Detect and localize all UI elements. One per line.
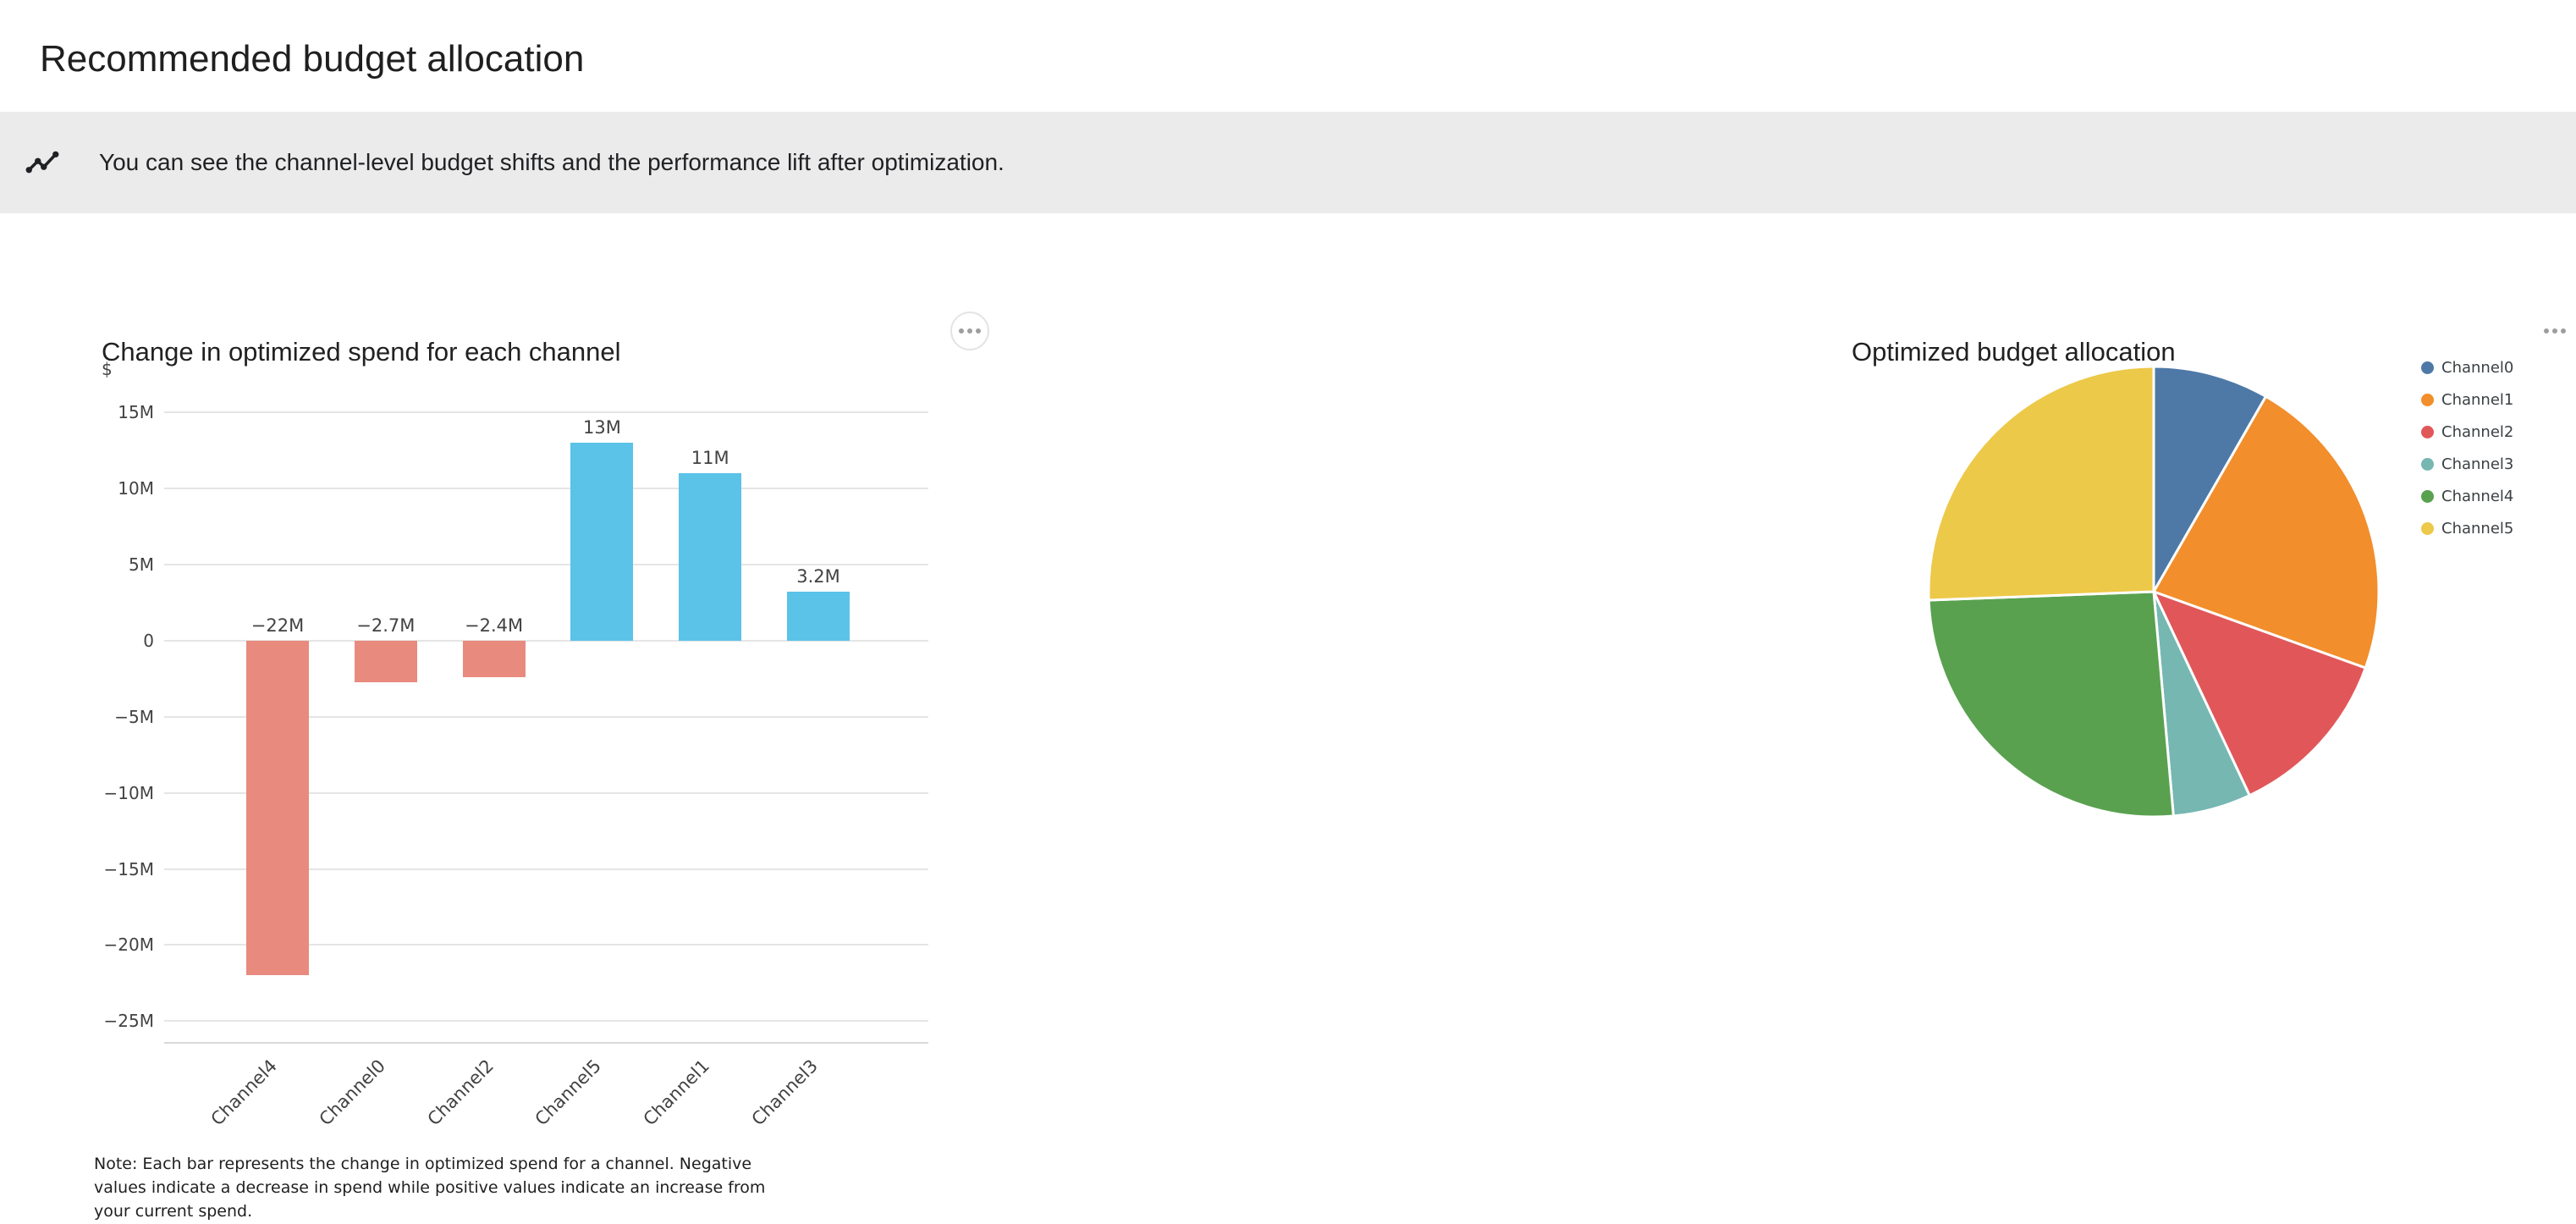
legend-swatch (2421, 490, 2434, 503)
pie-chart-title: Optimized budget allocation (1852, 336, 2176, 367)
legend-swatch (2421, 522, 2434, 535)
y-tick-label: −10M (103, 782, 154, 803)
pie-legend: Channel0 Channel1 Channel2 Channel3 Channel4… (2421, 359, 2513, 552)
pie-slice-channel5 (1927, 365, 2155, 602)
legend-label: Channel4 (2441, 488, 2514, 505)
bar-channel5 (570, 443, 634, 641)
legend-swatch (2421, 361, 2434, 374)
legend-label: Channel2 (2441, 423, 2514, 441)
gridline (164, 564, 928, 566)
x-axis-line (164, 1042, 928, 1044)
gridline (164, 411, 928, 414)
pie-chart-menu-button[interactable] (2535, 312, 2574, 350)
bar-channel0 (354, 641, 417, 682)
bar-channel4 (246, 641, 309, 976)
pie-slice-channel4 (1927, 590, 2175, 819)
legend-swatch (2421, 458, 2434, 471)
legend-label: Channel0 (2441, 359, 2514, 377)
y-tick-label: 0 (143, 631, 154, 651)
insights-icon (25, 145, 60, 180)
banner-text: You can see the channel-level budget shi… (99, 149, 1005, 175)
y-tick-label: 15M (118, 402, 154, 423)
y-axis-unit-label: $ (102, 359, 113, 379)
bar-value-label: −2.4M (465, 615, 524, 636)
pie-slice-channel2 (2152, 590, 2367, 797)
legend-item-channel0: Channel0 (2421, 359, 2513, 377)
page-title: Recommended budget allocation (40, 38, 585, 80)
y-tick-label: −15M (103, 858, 154, 879)
info-banner: You can see the channel-level budget shi… (0, 112, 2576, 213)
legend-item-channel1: Channel1 (2421, 391, 2513, 409)
bar-value-label: −22M (250, 615, 305, 636)
bar-channel2 (462, 641, 526, 678)
y-tick-label: −25M (103, 1011, 154, 1032)
legend-label: Channel3 (2441, 455, 2514, 473)
pie-slice-channel0 (2152, 365, 2268, 593)
bar-value-label: 3.2M (796, 566, 840, 587)
bar-value-label: 13M (582, 417, 621, 438)
bar-chart-menu-button[interactable] (950, 312, 989, 350)
pie-slice-channel1 (2152, 394, 2381, 670)
bar-value-label: −2.7M (356, 615, 416, 636)
bar-channel3 (787, 592, 850, 641)
legend-label: Channel1 (2441, 391, 2514, 409)
gridline (164, 791, 928, 794)
legend-item-channel5: Channel5 (2421, 520, 2513, 538)
bar-plot: 15M 10M 5M 0 −5M −10M −15M −20M −25M −22M Channel4… (104, 398, 928, 1129)
gridline (164, 488, 928, 490)
legend-label: Channel5 (2441, 520, 2514, 538)
gridline (164, 944, 928, 946)
gridline (164, 868, 928, 870)
bar-channel1 (679, 473, 742, 641)
legend-item-channel4: Channel4 (2421, 488, 2513, 505)
more-options-icon (2542, 328, 2568, 334)
y-tick-label: 5M (129, 554, 154, 576)
gridline (164, 1020, 928, 1023)
legend-swatch (2421, 426, 2434, 438)
bar-value-label: 11M (691, 448, 729, 469)
y-tick-label: 10M (118, 478, 154, 499)
gridline (164, 640, 928, 642)
legend-item-channel3: Channel3 (2421, 455, 2513, 473)
pie-chart (1927, 365, 2381, 819)
bar-chart-title: Change in optimized spend for each chann… (102, 336, 621, 367)
legend-swatch (2421, 394, 2434, 406)
y-tick-label: −20M (103, 935, 154, 956)
y-tick-label: −5M (114, 706, 154, 727)
chart-note: Note: Each bar represents the change in … (94, 1155, 766, 1221)
legend-item-channel2: Channel2 (2421, 423, 2513, 441)
gridline (164, 715, 928, 718)
more-options-icon (957, 328, 983, 334)
